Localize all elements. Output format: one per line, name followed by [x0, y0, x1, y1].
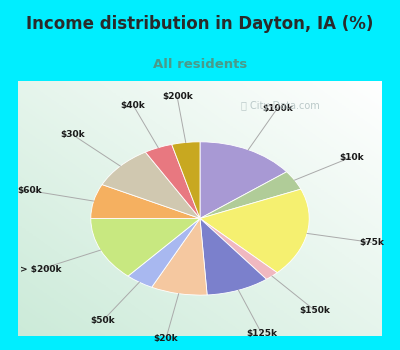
- Text: $10k: $10k: [339, 153, 364, 162]
- Text: $30k: $30k: [60, 130, 85, 139]
- Wedge shape: [172, 142, 200, 218]
- Wedge shape: [128, 218, 200, 287]
- Text: $20k: $20k: [154, 334, 178, 343]
- Wedge shape: [200, 172, 301, 218]
- Text: $60k: $60k: [18, 186, 42, 195]
- Text: $125k: $125k: [246, 329, 277, 338]
- Text: $40k: $40k: [121, 101, 146, 110]
- Text: > $200k: > $200k: [20, 265, 62, 274]
- Wedge shape: [102, 152, 200, 218]
- Text: $50k: $50k: [91, 316, 115, 325]
- Wedge shape: [200, 142, 287, 218]
- Text: All residents: All residents: [153, 58, 247, 71]
- Wedge shape: [200, 189, 309, 273]
- Wedge shape: [200, 218, 266, 295]
- Text: ⓘ City-Data.com: ⓘ City-Data.com: [241, 101, 320, 111]
- Text: $75k: $75k: [359, 238, 384, 247]
- Wedge shape: [152, 218, 207, 295]
- Wedge shape: [91, 184, 200, 218]
- Wedge shape: [145, 145, 200, 218]
- Text: $100k: $100k: [262, 104, 293, 113]
- Text: $150k: $150k: [300, 306, 331, 315]
- Text: $200k: $200k: [162, 92, 192, 102]
- Text: Income distribution in Dayton, IA (%): Income distribution in Dayton, IA (%): [26, 15, 374, 33]
- Wedge shape: [200, 218, 277, 279]
- Wedge shape: [91, 218, 200, 276]
